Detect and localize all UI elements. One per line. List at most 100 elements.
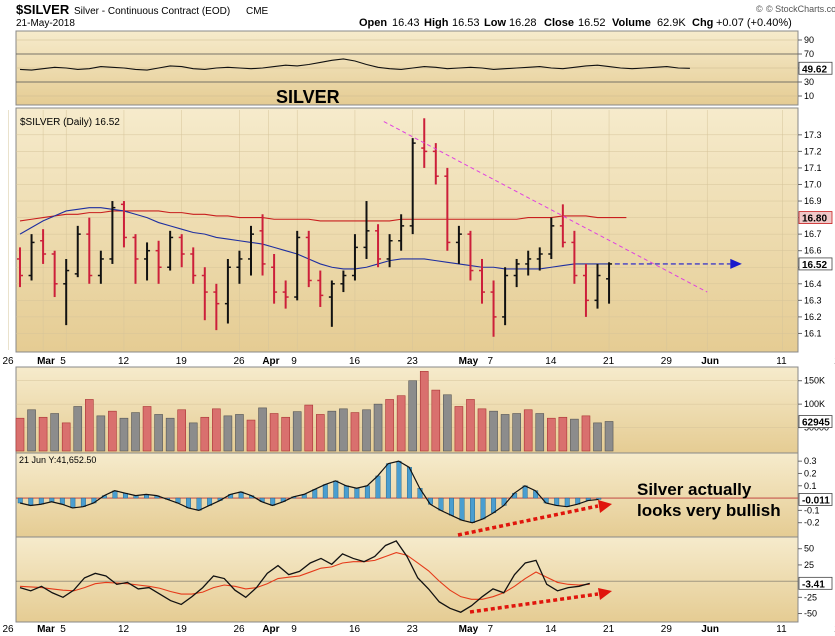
macd-histogram-bar [449,497,454,516]
macd-histogram-bar [80,497,86,507]
price-ytick-label: 16.2 [804,312,822,322]
date-label: 21-May-2018 [16,18,75,29]
close-label: Close [544,17,574,29]
volume-bar [27,409,36,452]
volume-bar [212,408,221,452]
macd-ytick-label: 0.3 [804,456,817,466]
ppo-xtick-label: 12 [118,624,130,635]
volume-bar [512,413,521,452]
macd-histogram-bar [522,485,528,499]
price-xtick-label: 14 [545,356,557,367]
ohlc-readout: Open 16.43 High 16.53 Low 16.28 Close 16… [359,17,792,29]
price-ytick-label: 17.1 [804,163,822,173]
macd-histogram-bar [333,480,339,499]
price-xtick-label: 23 [407,356,419,367]
ppo-panel [15,536,799,623]
ppo-divergence-arrow [469,592,599,614]
volume-bar [535,413,545,452]
price-ytick-label: 16.7 [804,229,822,239]
volume-bar [443,394,452,452]
volume-last-value: 62945 [802,418,830,429]
volume-bar [61,422,71,452]
ppo-xtick-label: 23 [407,624,419,635]
volume-bar [500,414,510,452]
macd-histogram-bar [459,497,465,521]
high-value: 16.53 [452,17,480,29]
volume-bar [142,406,152,452]
ppo-xtick-label: Jun [701,624,719,635]
macd-histogram-bar [322,484,328,499]
volume-bar [396,395,406,452]
ppo-xtick-label: 5 [60,624,66,635]
price-ytick-label: 17.3 [804,130,822,140]
price-ytick-label: 16.9 [804,196,822,206]
volume-bar [419,371,429,452]
price-xtick-label: 16 [349,356,361,367]
watermark-label: © StockCharts.com [766,4,835,14]
axes-layer: 103050709049.6216.116.216.316.416.516.61… [2,35,835,635]
macd-divergence-arrow [457,504,599,537]
macd-histogram-bar [375,475,381,499]
volume-bar [165,417,175,452]
macd-histogram-bar [354,488,360,499]
volume-bar [108,410,117,452]
price-xtick-label: 19 [176,356,188,367]
macd-histogram-bar [70,497,76,509]
volume-bar [581,415,591,452]
ppo-xtick-label: 9 [291,624,297,635]
volume-bar [154,414,163,452]
exchange-label: CME [246,6,269,17]
grid-layer [8,39,798,582]
macd-histogram-bar [186,497,192,509]
chg-label: Chg [692,17,713,29]
volume-bar [235,414,244,452]
price-xtick-label: 7 [488,356,494,367]
macd-histogram-bar [491,497,497,514]
ppo-arrow-head-icon [598,588,612,600]
macd-histogram-bar [564,497,570,507]
close-value: 16.52 [578,17,606,29]
price-ytick-label: 16.4 [804,279,822,289]
volume-bar [477,408,487,452]
volume-value: 62.9K [657,17,686,29]
volume-bar [431,389,441,452]
price-panel [15,107,799,353]
macd-histogram-bar [28,497,34,506]
volume-bar [246,419,256,452]
chg-value: +0.07 (+0.40%) [716,17,792,29]
volume-label: Volume [612,17,651,29]
price-xtick-label: Jun [701,356,719,367]
price-xtick-label: 5 [60,356,66,367]
ppo-xtick-label: 26 [233,624,245,635]
volume-bar [327,410,337,452]
macd-histogram-bar [480,497,486,520]
volume-bar [373,403,383,452]
volume-bar [38,416,48,452]
top-ytick-label: 10 [804,91,814,101]
volume-bar [408,380,418,452]
macd-histogram-bar [417,488,423,499]
volume-bar [558,416,568,452]
volume-bar [385,399,394,452]
ppo-ytick-label: -50 [804,609,817,619]
volume-bar [523,409,533,452]
price-last-value: 16.52 [802,260,827,271]
ppo-ytick-label: 50 [804,544,814,554]
volume-bar [350,412,360,452]
volume-bar [15,417,25,452]
volume-bar [489,410,498,452]
macd-ytick-label: 0.2 [804,468,817,478]
ppo-xtick-label: 19 [176,624,188,635]
price-xtick-label: May [459,356,479,367]
ppo-xtick-label: 21 [603,624,615,635]
ma-short-line [19,207,610,270]
price-ytick-label: 17.0 [804,179,822,189]
volume-bar [96,415,106,452]
macd-ytick-label: -0.2 [804,518,820,528]
volume-bar [119,417,129,452]
price-xtick-label: 26 [233,356,245,367]
price-xtick-label: 12 [118,356,130,367]
macd-histogram-bar [312,489,318,499]
